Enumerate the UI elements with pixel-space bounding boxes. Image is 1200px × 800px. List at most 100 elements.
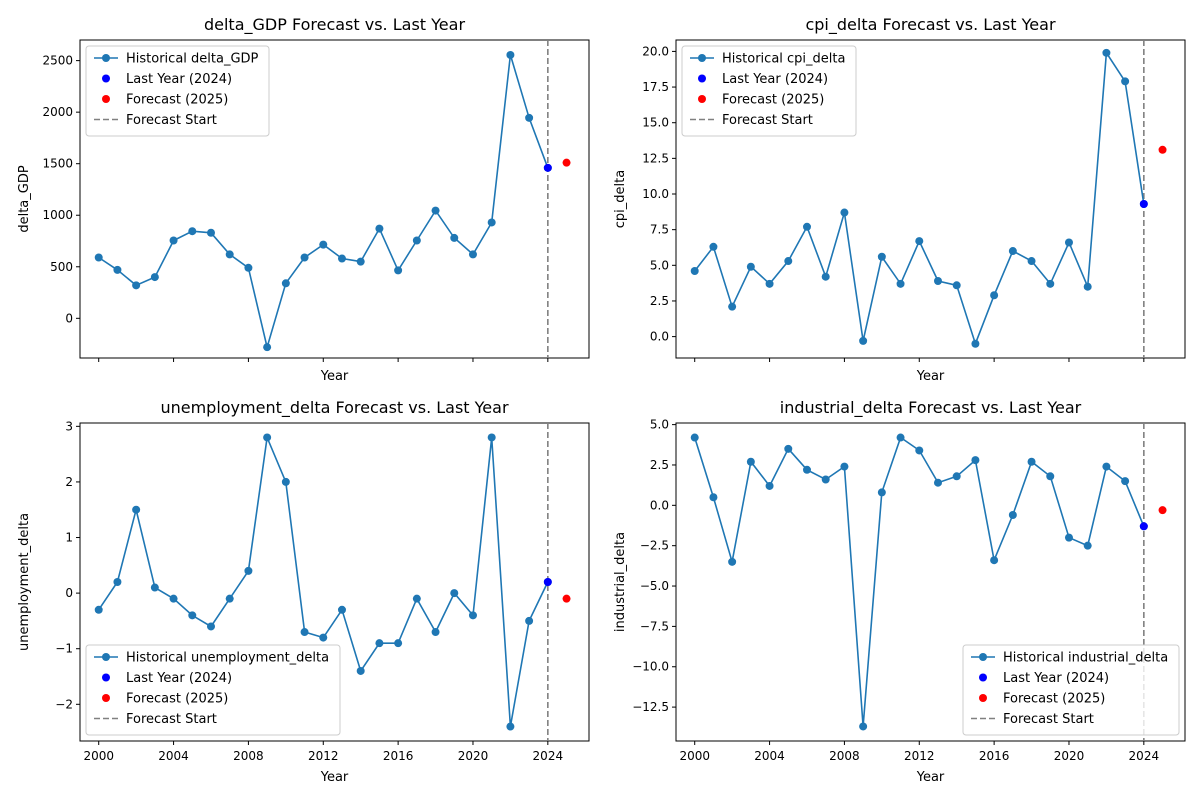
legend-entry-historical: Historical delta_GDP (94, 52, 259, 67)
historical-data-point (746, 262, 755, 271)
legend-entry-forecast-start: Forecast Start (690, 113, 813, 128)
y-tick-label: 20.0 (642, 44, 669, 58)
y-axis-label: cpi_delta (613, 170, 628, 228)
y-tick-label: 1500 (42, 157, 73, 171)
legend: Historical cpi_delta Last Year (2024) Fo… (681, 45, 857, 137)
legend-entry-forecast-start: Forecast Start (94, 113, 217, 128)
historical-data-point (412, 236, 421, 245)
legend-entry-historical: Historical cpi_delta (690, 52, 845, 67)
legend-label: Forecast (2025) (1003, 692, 1105, 707)
historical-data-point (132, 505, 141, 514)
historical-data-point (94, 253, 103, 262)
historical-data-point (450, 589, 459, 598)
y-tick-label: −5.0 (640, 579, 669, 593)
historical-data-point (690, 433, 699, 442)
historical-data-point (94, 605, 103, 614)
historical-data-point (525, 616, 534, 625)
y-tick-label: −1 (55, 642, 73, 656)
historical-data-point (971, 339, 980, 348)
y-tick-label: 2.5 (650, 294, 669, 308)
legend-entry-last-year: Last Year (2024) (102, 671, 232, 686)
historical-data-point (412, 594, 421, 603)
historical-data-point (1027, 457, 1036, 466)
historical-data-point (468, 250, 477, 259)
legend-dot-marker (102, 54, 110, 62)
y-tick-label: −12.5 (632, 700, 669, 714)
legend-box (681, 45, 857, 137)
historical-data-point (1008, 511, 1017, 520)
x-axis-label: Year (916, 770, 945, 785)
y-tick-label: 10.0 (642, 187, 669, 201)
legend: Historical industrial_delta Last Year (2… (962, 644, 1180, 736)
historical-data-point (1046, 279, 1055, 288)
x-tick-label: 2000 (83, 749, 114, 763)
legend: Historical unemployment_delta Last Year … (85, 644, 341, 736)
x-tick-label: 2016 (979, 749, 1010, 763)
x-tick-label: 2012 (308, 749, 339, 763)
y-tick-label: −2 (55, 697, 73, 711)
historical-data-point (877, 488, 886, 497)
historical-data-point (990, 291, 999, 300)
legend-entry-forecast-start: Forecast Start (94, 712, 217, 727)
historical-data-point (169, 594, 178, 603)
historical-data-point (1008, 247, 1017, 256)
y-tick-label: 0 (65, 311, 73, 325)
historical-data-point (244, 566, 253, 575)
historical-data-point (1102, 48, 1111, 57)
plot-area: 0 500 1000 1500 2000 2500 (42, 39, 590, 362)
legend-label: Last Year (2024) (126, 671, 232, 686)
legend-dot-marker (102, 653, 110, 661)
y-tick-label: 1000 (42, 208, 73, 222)
plot-area: 0.0 2.5 5.0 7.5 10.0 12.5 15.0 17.5 20.0 (642, 39, 1186, 362)
x-axis-label: Year (320, 770, 349, 785)
legend-box (85, 644, 341, 736)
legend-entry-historical: Historical industrial_delta (971, 651, 1168, 666)
legend-dot-marker (979, 694, 987, 702)
y-tick-label: 12.5 (642, 151, 669, 165)
historical-data-point (1121, 77, 1130, 86)
historical-data-point (113, 578, 122, 586)
legend-label: Forecast Start (722, 113, 813, 128)
historical-data-point (802, 222, 811, 231)
chart-title: cpi_delta Forecast vs. Last Year (805, 15, 1055, 35)
legend-label: Forecast Start (1003, 712, 1094, 727)
historical-data-point (225, 250, 234, 259)
forecast-point (1158, 145, 1167, 154)
legend-dot-marker (102, 74, 110, 83)
legend-dot-marker (979, 673, 987, 682)
historical-data-point (915, 237, 924, 246)
y-tick-label: 2.5 (650, 458, 669, 472)
y-tick-label: 17.5 (642, 80, 669, 94)
x-tick-label: 2012 (904, 749, 935, 763)
x-tick-label: 2016 (383, 749, 414, 763)
chart-panel-delta-gdp: delta_GDP Forecast vs. Last Year Year de… (17, 15, 590, 384)
legend-entry-last-year: Last Year (2024) (698, 72, 828, 87)
y-axis-label: industrial_delta (613, 532, 628, 632)
historical-data-point (150, 583, 159, 592)
x-tick-label: 2024 (533, 749, 564, 763)
historical-data-point (281, 279, 290, 288)
chart-title: unemployment_delta Forecast vs. Last Yea… (160, 398, 509, 418)
historical-data-point (952, 472, 961, 481)
historical-data-point (263, 433, 272, 442)
y-tick-label: 2500 (42, 54, 73, 68)
historical-data-point (169, 236, 178, 245)
x-tick-label: 2004 (754, 749, 785, 763)
historical-data-point (225, 594, 234, 603)
historical-data-point (1064, 533, 1073, 542)
x-tick-label: 2004 (158, 749, 189, 763)
chart-title: industrial_delta Forecast vs. Last Year (780, 398, 1082, 418)
legend-label: Last Year (2024) (1003, 671, 1109, 686)
x-tick-label: 2008 (829, 749, 860, 763)
historical-data-point (728, 557, 737, 566)
historical-data-point (375, 639, 384, 648)
historical-data-point (859, 336, 868, 345)
historical-data-point (300, 253, 309, 262)
historical-data-point (281, 477, 290, 486)
historical-data-point (487, 433, 496, 442)
historical-data-point (690, 267, 699, 276)
plot-area: 2000 2004 2008 2012 2016 2020 2024 −2 −1 0 1 2 3 (55, 419, 590, 763)
historical-data-point (319, 240, 328, 249)
historical-data-point (206, 622, 215, 631)
